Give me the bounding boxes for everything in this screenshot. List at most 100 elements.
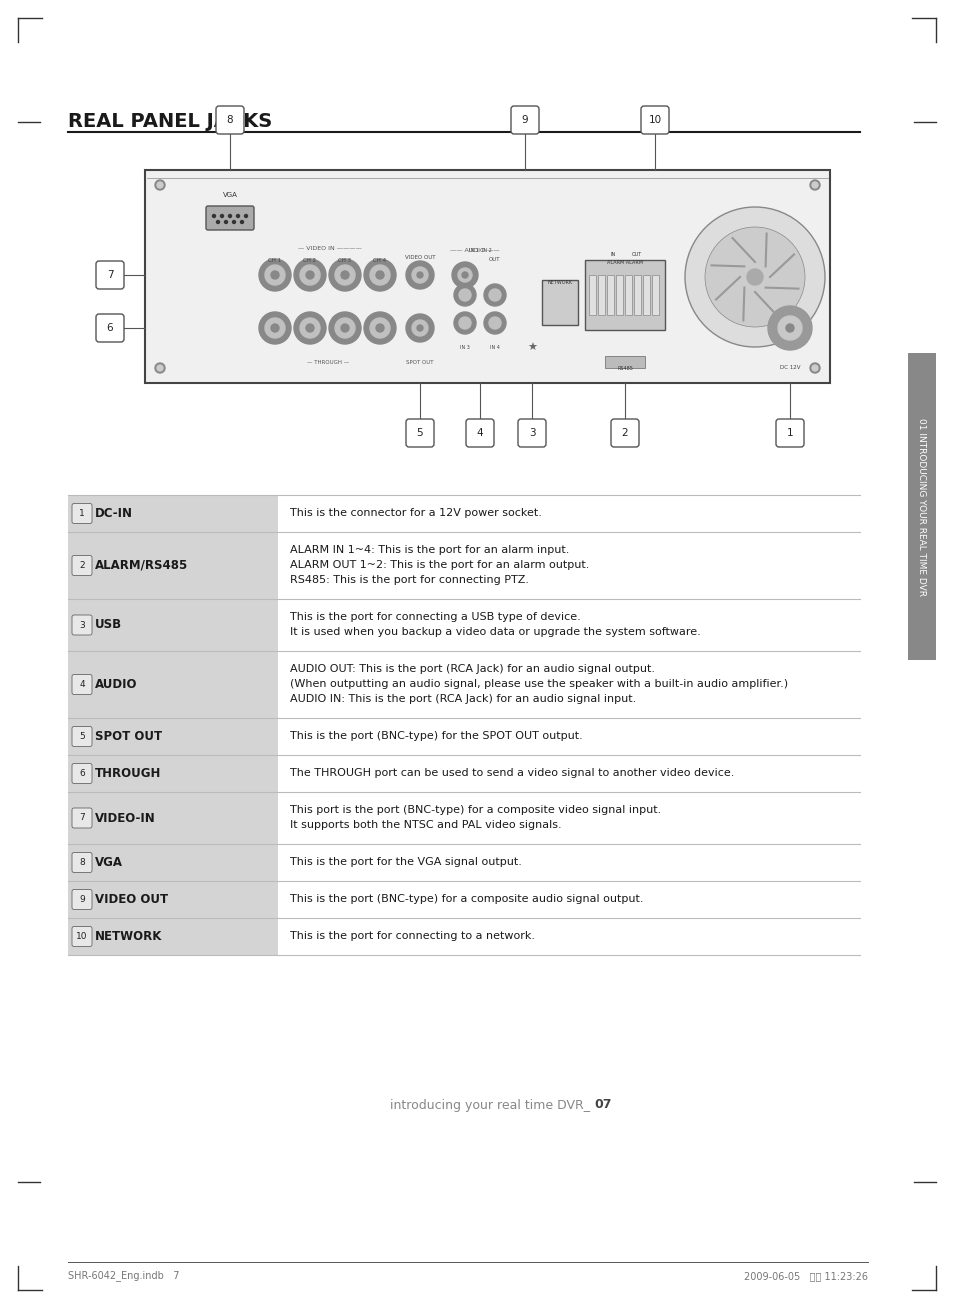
Bar	[598, 275, 604, 315]
Bar	[68, 793, 277, 844]
Text: This is the port (BNC-type) for the SPOT OUT output.: This is the port (BNC-type) for the SPOT…	[290, 731, 582, 742]
Circle shape	[412, 267, 428, 283]
FancyBboxPatch shape	[775, 419, 803, 447]
Bar	[68, 651, 277, 718]
Text: VIDEO OUT: VIDEO OUT	[404, 255, 435, 260]
Circle shape	[457, 268, 472, 283]
Circle shape	[811, 182, 817, 188]
Bar	[616, 275, 622, 315]
Circle shape	[452, 262, 477, 288]
Text: DC 12V: DC 12V	[779, 365, 800, 370]
Text: USB: USB	[95, 619, 122, 632]
FancyBboxPatch shape	[640, 106, 668, 133]
Text: 01 INTRODUCING YOUR REAL TIME DVR: 01 INTRODUCING YOUR REAL TIME DVR	[917, 417, 925, 595]
FancyBboxPatch shape	[71, 853, 91, 872]
Text: 6: 6	[79, 769, 85, 778]
FancyBboxPatch shape	[145, 170, 829, 383]
Circle shape	[224, 221, 227, 224]
Bar	[68, 718, 277, 755]
Circle shape	[483, 313, 505, 334]
Text: This is the port for connecting a USB type of device.: This is the port for connecting a USB ty…	[290, 612, 580, 623]
FancyBboxPatch shape	[465, 419, 494, 447]
Text: This is the port (BNC-type) for a composite audio signal output.: This is the port (BNC-type) for a compos…	[290, 895, 642, 904]
Text: (When outputting an audio signal, please use the speaker with a built-in audio a: (When outputting an audio signal, please…	[290, 679, 787, 689]
Bar	[68, 844, 277, 882]
Circle shape	[271, 324, 278, 332]
Text: This port is the port (BNC-type) for a composite video signal input.: This port is the port (BNC-type) for a c…	[290, 804, 660, 815]
Text: 2: 2	[79, 561, 85, 570]
Text: VIDEO OUT: VIDEO OUT	[95, 893, 168, 906]
Circle shape	[375, 324, 384, 332]
Text: It is used when you backup a video data or upgrade the system software.: It is used when you backup a video data …	[290, 627, 700, 637]
Text: 5: 5	[416, 428, 423, 438]
Text: VGA: VGA	[95, 855, 123, 869]
Bar	[68, 882, 277, 918]
Text: 8: 8	[79, 858, 85, 867]
FancyBboxPatch shape	[71, 675, 91, 695]
Circle shape	[335, 318, 355, 337]
Circle shape	[458, 317, 471, 330]
Circle shape	[483, 284, 505, 306]
Text: RS485: RS485	[617, 366, 632, 371]
FancyBboxPatch shape	[96, 262, 124, 289]
Text: 9: 9	[521, 115, 528, 126]
Text: IN: IN	[610, 252, 615, 256]
Circle shape	[809, 364, 820, 373]
Bar	[584, 260, 664, 330]
Circle shape	[154, 181, 165, 190]
Text: 8: 8	[227, 115, 233, 126]
Circle shape	[370, 266, 390, 285]
Circle shape	[364, 259, 395, 290]
Bar	[606, 275, 614, 315]
Circle shape	[236, 215, 239, 217]
Text: The THROUGH port can be used to send a video signal to another video device.: The THROUGH port can be used to send a v…	[290, 768, 734, 778]
Circle shape	[416, 324, 422, 331]
FancyBboxPatch shape	[71, 926, 91, 947]
Bar	[588, 275, 596, 315]
Text: VIDEO-IN: VIDEO-IN	[95, 811, 155, 824]
Text: This is the port for the VGA signal output.: This is the port for the VGA signal outp…	[290, 857, 521, 867]
Circle shape	[454, 313, 476, 334]
Text: 4: 4	[79, 680, 85, 689]
Circle shape	[684, 207, 824, 347]
Bar	[68, 599, 277, 651]
Text: SPOT OUT: SPOT OUT	[95, 730, 162, 743]
Text: This is the connector for a 12V power socket.: This is the connector for a 12V power so…	[290, 508, 541, 518]
Circle shape	[412, 320, 428, 336]
Text: ALARM/RS485: ALARM/RS485	[95, 559, 188, 572]
Circle shape	[294, 313, 326, 344]
Bar	[68, 755, 277, 793]
Bar	[634, 275, 640, 315]
Text: 07: 07	[594, 1099, 611, 1112]
FancyBboxPatch shape	[206, 205, 253, 230]
Text: 4: 4	[476, 428, 483, 438]
Text: IN 4: IN 4	[490, 345, 499, 351]
Text: OUT: OUT	[489, 256, 500, 262]
Bar	[68, 494, 277, 532]
Circle shape	[154, 364, 165, 373]
Circle shape	[265, 318, 285, 337]
Text: 6: 6	[107, 323, 113, 334]
Text: NETWORK: NETWORK	[95, 930, 162, 943]
FancyBboxPatch shape	[517, 419, 545, 447]
Text: THROUGH: THROUGH	[95, 766, 161, 780]
Circle shape	[229, 215, 232, 217]
Circle shape	[458, 289, 471, 301]
Circle shape	[340, 271, 349, 279]
Circle shape	[306, 271, 314, 279]
FancyBboxPatch shape	[71, 615, 91, 634]
Bar	[68, 532, 277, 599]
Circle shape	[299, 266, 319, 285]
Text: AUDIO IN: This is the port (RCA Jack) for an audio signal input.: AUDIO IN: This is the port (RCA Jack) fo…	[290, 695, 636, 704]
FancyBboxPatch shape	[71, 556, 91, 576]
Bar	[907, 353, 935, 661]
Circle shape	[271, 271, 278, 279]
Text: 10: 10	[76, 933, 88, 940]
Circle shape	[329, 313, 360, 344]
Text: VGA: VGA	[222, 192, 237, 198]
Text: 7: 7	[107, 269, 113, 280]
Bar	[624, 275, 631, 315]
Circle shape	[220, 215, 223, 217]
Text: AUDIO: AUDIO	[95, 678, 137, 691]
Text: 1: 1	[786, 428, 793, 438]
